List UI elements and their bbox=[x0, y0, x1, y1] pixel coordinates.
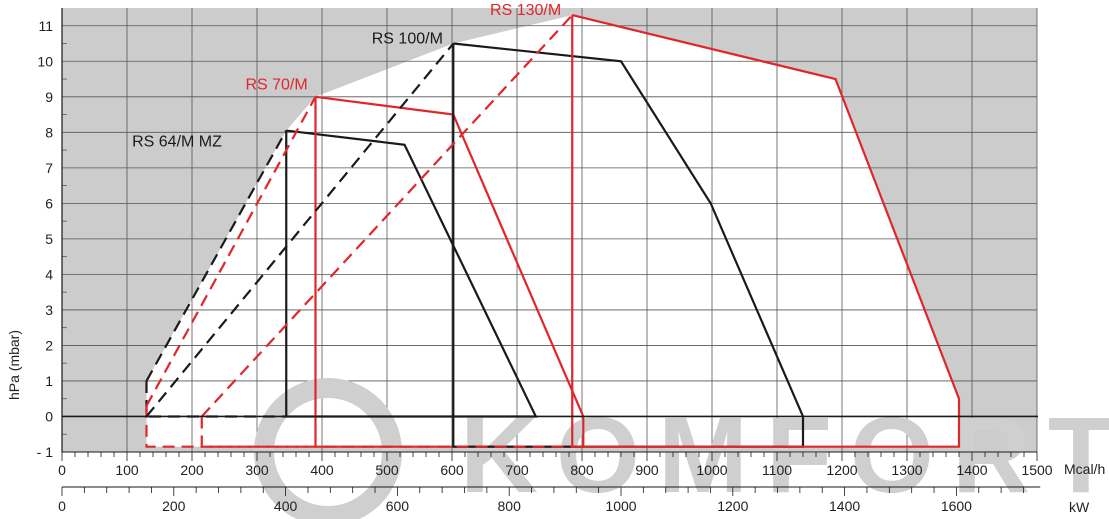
x-axis-unit-mcal: Mcal/h bbox=[1064, 461, 1105, 477]
y-tick-label: 11 bbox=[38, 18, 53, 34]
x-tick-label-mcal: 1200 bbox=[826, 462, 857, 478]
y-tick-label: 5 bbox=[45, 231, 53, 247]
series-dashed-line bbox=[145, 130, 288, 382]
x-axis-unit-kw: kW bbox=[1069, 499, 1090, 515]
x-tick-label-kw: 1200 bbox=[717, 498, 748, 514]
series-label-rs-64-m-mz: RS 64/M MZ bbox=[132, 134, 222, 151]
y-tick-label: - 1 bbox=[37, 444, 54, 460]
series-dashed-line bbox=[200, 14, 574, 418]
series-dashed-line bbox=[145, 96, 317, 407]
series-dashed-line bbox=[200, 416, 573, 448]
x-tick-label-mcal: 1000 bbox=[696, 462, 727, 478]
y-tick-label: 10 bbox=[37, 53, 53, 69]
x-tick-label-kw: 1000 bbox=[605, 498, 636, 514]
x-tick-label-mcal: 200 bbox=[180, 462, 204, 478]
x-tick-label-mcal: 400 bbox=[310, 462, 334, 478]
y-tick-label: 1 bbox=[45, 373, 53, 389]
series-dashed-line bbox=[145, 380, 287, 418]
series-label-rs-70-m: RS 70/M bbox=[245, 77, 307, 94]
x-tick-label-mcal: 700 bbox=[505, 462, 529, 478]
x-tick-label-mcal: 1500 bbox=[1021, 462, 1052, 478]
y-axis-label: hPa (mbar) bbox=[6, 330, 22, 400]
x-tick-label-kw: 1600 bbox=[941, 498, 972, 514]
y-tick-label: 2 bbox=[45, 337, 53, 353]
x-tick-label-mcal: 0 bbox=[58, 462, 66, 478]
series-label-rs-130-m: RS 130/M bbox=[490, 2, 561, 19]
x-tick-label-mcal: 300 bbox=[245, 462, 269, 478]
x-tick-label-kw: 1400 bbox=[829, 498, 860, 514]
x-tick-label-mcal: 100 bbox=[115, 462, 139, 478]
x-tick-label-mcal: 900 bbox=[635, 462, 659, 478]
y-tick-label: 8 bbox=[45, 124, 53, 140]
series-rs-130-m bbox=[200, 14, 961, 448]
series-dashed-line bbox=[145, 42, 455, 418]
watermark-text: KOMFORT bbox=[460, 394, 1109, 515]
x-tick-label-mcal: 500 bbox=[375, 462, 399, 478]
y-tick-label: 4 bbox=[45, 266, 53, 282]
x-tick-label-kw: 200 bbox=[162, 498, 186, 514]
series-labels: RS 64/M MZ RS 70/M RS 100/M RS 130/M bbox=[132, 2, 561, 150]
y-tick-label: 0 bbox=[45, 408, 53, 424]
series-label-rs-100-m: RS 100/M bbox=[372, 31, 443, 48]
y-tick-label: 7 bbox=[45, 160, 53, 176]
x-tick-label-mcal: 1100 bbox=[762, 462, 792, 478]
axes bbox=[61, 8, 1041, 496]
series-solid-line bbox=[571, 14, 961, 448]
y-tick-labels: - 1 0 1 2 3 4 5 6 7 8 9 10 11 bbox=[37, 18, 54, 460]
x-tick-label-mcal: 800 bbox=[570, 462, 594, 478]
y-tick-label: 6 bbox=[45, 195, 53, 211]
x-tick-label-mcal: 1300 bbox=[891, 462, 922, 478]
x-tick-label-mcal: 600 bbox=[440, 462, 464, 478]
x-tick-labels: 0 100 200 300 400 500 600 700 800 900 1000 1100 1200… bbox=[58, 462, 1053, 514]
y-tick-label: 9 bbox=[45, 89, 53, 105]
x-tick-label-kw: 800 bbox=[498, 498, 522, 514]
operating-area bbox=[146, 15, 959, 447]
x-tick-label-kw: 0 bbox=[58, 498, 66, 514]
y-tick-label: 3 bbox=[45, 302, 53, 318]
series-solid-line bbox=[314, 95, 585, 448]
x-tick-label-mcal: 1400 bbox=[956, 462, 987, 478]
plot-area bbox=[146, 15, 959, 447]
x-tick-label-kw: 600 bbox=[386, 498, 410, 514]
x-tick-label-kw: 400 bbox=[274, 498, 298, 514]
